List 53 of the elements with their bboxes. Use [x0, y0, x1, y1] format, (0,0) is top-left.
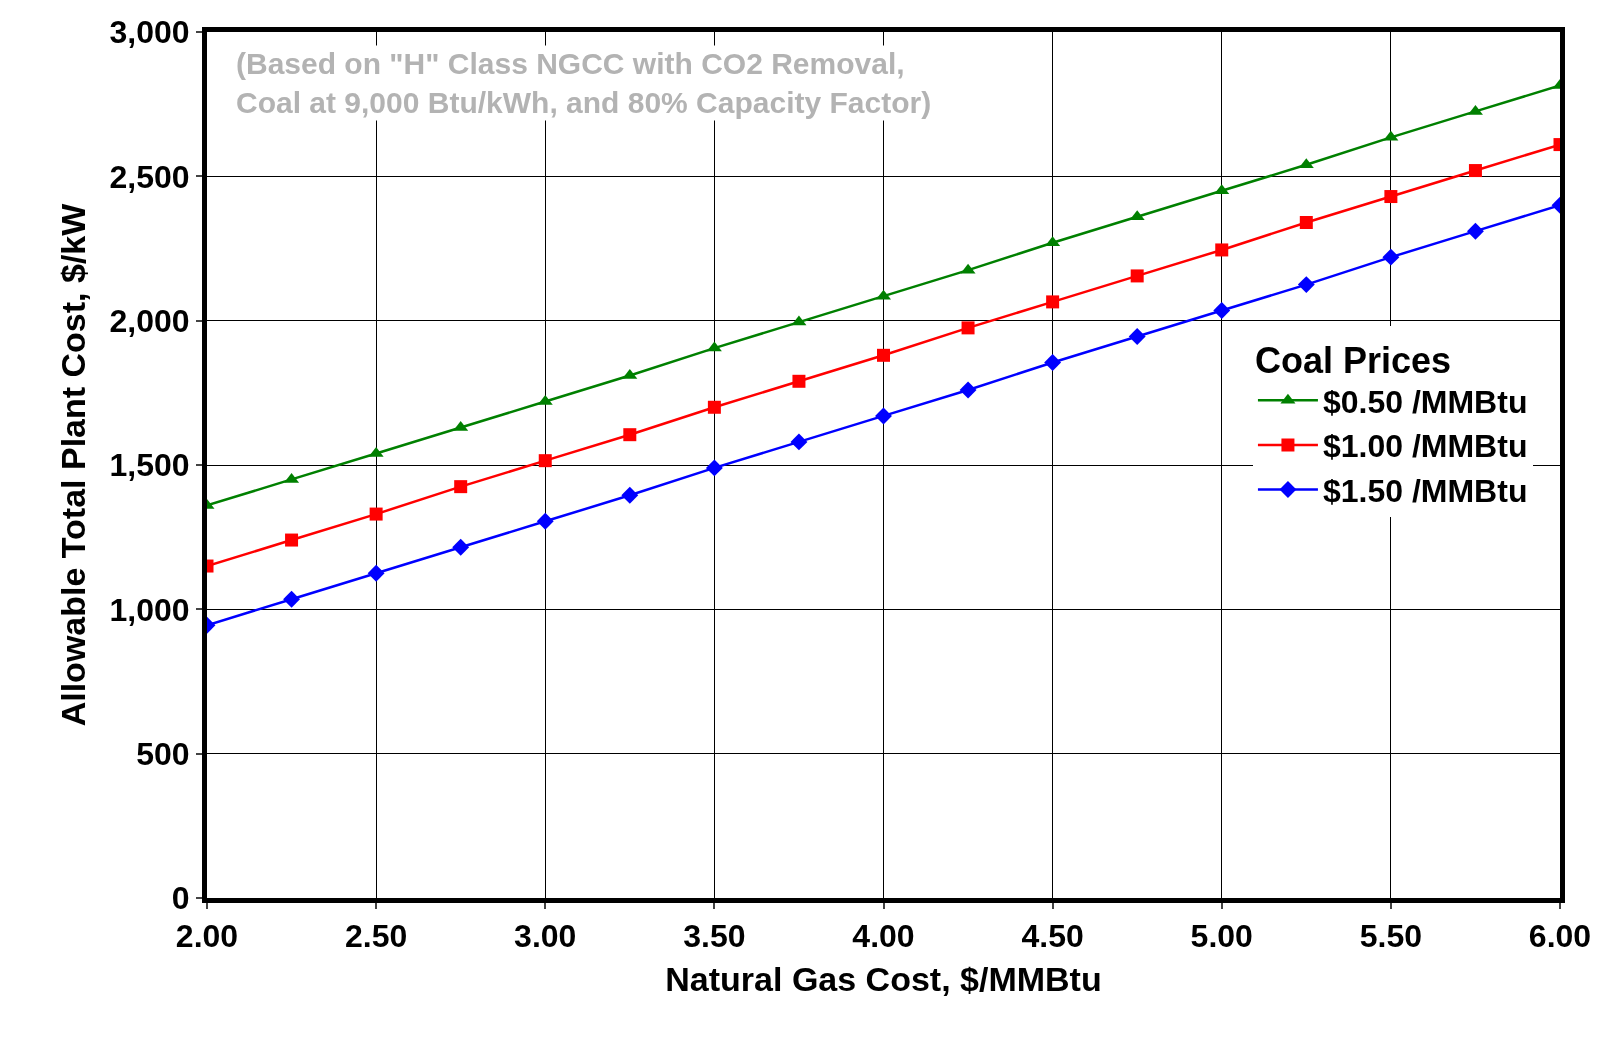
y-tick-label: 3,000 — [109, 14, 190, 51]
point — [1213, 302, 1231, 320]
point — [1466, 222, 1484, 240]
legend-label: $1.00 /MMBtu — [1322, 428, 1528, 465]
point — [792, 374, 806, 388]
annotation: (Based on "H" Class NGCC with CO2 Removal, Coal at 9,000 Btu/kWh, and 80% Capacity Factor) — [236, 47, 932, 119]
point — [367, 564, 385, 582]
point — [369, 507, 383, 521]
point — [875, 407, 892, 425]
x-tick-label: 3.00 — [514, 918, 577, 955]
y-tick-label: 0 — [171, 880, 190, 917]
legend-label: $1.50 /MMBtu — [1322, 472, 1528, 509]
x-tick-label: 2.50 — [344, 918, 408, 955]
point — [1044, 354, 1062, 371]
x-axis-title: Natural Gas Cost, $/MMBtu — [665, 959, 1102, 998]
point — [790, 433, 808, 451]
x-tick-label: 4.00 — [852, 918, 915, 955]
point — [961, 321, 975, 335]
y-tick-label: 2,000 — [109, 302, 190, 339]
point — [1046, 295, 1060, 309]
x-tick-label: 5.00 — [1190, 918, 1253, 955]
y-tick-label: 1,000 — [109, 591, 190, 628]
point — [283, 590, 301, 608]
point — [707, 400, 721, 414]
point — [1215, 243, 1229, 257]
point — [705, 459, 723, 477]
x-tick-label: 6.00 — [1528, 918, 1592, 955]
x-tick-label: 2.00 — [175, 918, 239, 955]
point — [454, 480, 468, 494]
point — [623, 428, 637, 442]
legend-title: Coal Prices — [1254, 340, 1452, 381]
y-axis-title: Allowable Total Plant Cost, $/kW — [54, 202, 93, 727]
point — [877, 348, 890, 362]
point — [1382, 248, 1400, 266]
point — [536, 512, 554, 530]
x-tick-label: 4.50 — [1021, 918, 1084, 955]
x-tick-label: 3.50 — [683, 918, 746, 955]
point — [1299, 216, 1313, 230]
point — [538, 454, 552, 468]
point — [1384, 190, 1398, 204]
y-tick-label: 2,500 — [109, 158, 190, 195]
point — [1297, 276, 1315, 294]
point — [285, 533, 299, 547]
legend-label: $0.50 /MMBtu — [1322, 383, 1528, 420]
point — [1130, 269, 1144, 283]
point — [959, 381, 977, 399]
point — [452, 538, 470, 556]
x-tick-label: 5.50 — [1359, 918, 1423, 955]
point — [1468, 164, 1482, 178]
point — [1128, 328, 1146, 345]
y-tick-label: 500 — [136, 735, 190, 772]
point — [621, 486, 639, 504]
y-tick-label: 1,500 — [109, 447, 190, 484]
